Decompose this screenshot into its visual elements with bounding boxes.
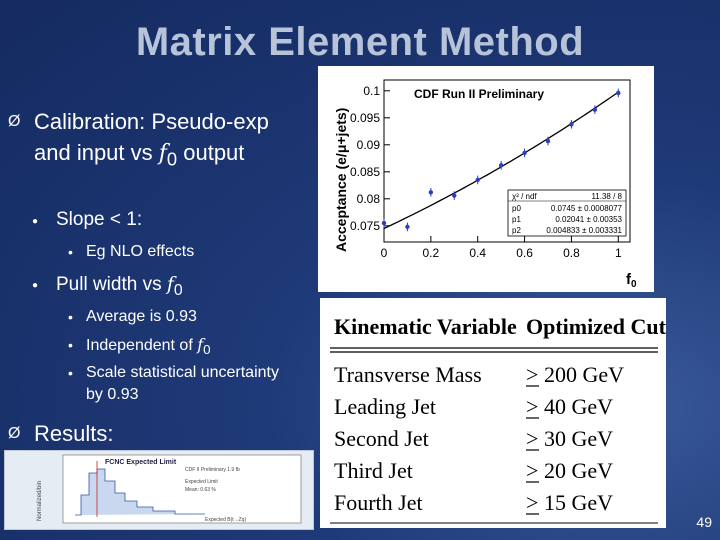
thumb-xlabel: Expected B(t→Zq) — [205, 517, 246, 523]
thumb-legend-a: Expected Limit — [185, 479, 218, 485]
data-point — [569, 122, 574, 127]
calibration-text: Calibration: Pseudo-exp and input vs — [34, 109, 269, 165]
data-point — [381, 220, 387, 226]
y-tick-label: 0.075 — [350, 219, 380, 233]
y-tick-label: 0.08 — [357, 192, 381, 206]
slope-text: Slope < 1: — [56, 209, 143, 230]
fit-label: χ² / ndf — [512, 192, 537, 201]
small-bullet-icon: • — [68, 309, 73, 325]
fit-value: 0.004833 ± 0.003331 — [546, 226, 622, 235]
data-points-group — [381, 88, 621, 232]
x-tick-label: 0.4 — [469, 246, 486, 260]
plot-axes-frame — [383, 79, 631, 243]
y-tick-label: 0.1 — [363, 84, 380, 98]
thumb-subtitle: CDF II Preliminary 1.9 fb — [185, 467, 240, 473]
slide-title: Matrix Element Method — [135, 20, 585, 64]
x-tick-label: 1 — [615, 246, 622, 260]
small-bullet-icon: • — [68, 337, 73, 353]
table-cell-cut: 200 GeV — [544, 362, 624, 387]
greater-equal-icon: > — [526, 362, 538, 387]
table-cell-cut: 30 GeV — [544, 426, 613, 451]
data-point — [475, 177, 480, 183]
table-cell-cut: 20 GeV — [544, 458, 613, 483]
arrow-bullet-icon: Ø — [8, 113, 21, 130]
pull-sub-text: Average is 0.93 — [86, 308, 197, 325]
table-cell-cut: 40 GeV — [544, 394, 613, 419]
y-tick-label: 0.085 — [350, 165, 380, 179]
acceptance-plot: 0 0.2 0.4 0.6 0.8 1 0.075 0.08 0.085 0.09 0.095 0.1… — [318, 66, 654, 292]
thumbnail-svg: FCNC Expected Limit CDF II Preliminary 1… — [37, 454, 302, 524]
plot-title: CDF Run II Preliminary — [414, 87, 544, 101]
fit-value: 0.02041 ± 0.00353 — [555, 215, 622, 224]
data-point — [405, 224, 410, 230]
table-cell-variable: Transverse Mass — [334, 362, 482, 387]
plot-xlabel-sub: 0 — [631, 279, 637, 290]
fit-label: p0 — [512, 204, 521, 213]
f-subscript: 0 — [203, 342, 211, 358]
results-thumbnail: FCNC Expected Limit CDF II Preliminary 1… — [4, 450, 314, 530]
table-cell-variable: Third Jet — [334, 458, 413, 483]
x-tick-label: 0.6 — [516, 246, 533, 260]
plot-ticks: 0 0.2 0.4 0.6 0.8 1 0.075 0.08 0.085 0.09 0.095 0.1 — [350, 84, 622, 260]
data-point — [545, 138, 551, 144]
table-cell-variable: Fourth Jet — [334, 490, 423, 515]
table-cell-variable: Second Jet — [334, 426, 429, 451]
thumb-legend-b: Mean: 0.63 % — [185, 487, 216, 493]
f-subscript: 0 — [166, 148, 178, 170]
fit-value: 11.38 / 8 — [591, 192, 622, 201]
calibration-text-end: output — [183, 140, 245, 165]
data-point — [452, 193, 457, 198]
f-symbol: f — [166, 273, 174, 295]
thumb-ylabel: Normalized/bin — [37, 481, 43, 521]
y-tick-label: 0.095 — [350, 111, 380, 125]
pull-text: Pull width vs — [56, 274, 167, 295]
data-point — [592, 107, 598, 112]
fit-stats-box: χ² / ndf 11.38 / 8 p0 0.0745 ± 0.0008077… — [507, 189, 627, 237]
greater-equal-icon: > — [526, 426, 538, 451]
table-cell-variable: Leading Jet — [334, 394, 436, 419]
small-bullet-icon: • — [68, 244, 73, 260]
table-header-cut: Optimized Cut — [526, 314, 666, 339]
arrow-bullet-icon: Ø — [8, 425, 21, 442]
x-tick-label: 0.8 — [563, 246, 580, 260]
data-point — [428, 190, 434, 195]
data-point — [498, 163, 504, 168]
table-header-variable: Kinematic Variable — [334, 314, 517, 339]
f-symbol: f — [197, 335, 204, 354]
table-rows: Transverse Mass >200 GeV Leading Jet >40 Ge… — [334, 362, 624, 515]
f-symbol: f — [158, 141, 167, 166]
plot-xlabel: f0 — [626, 271, 637, 290]
x-tick-label: 0 — [381, 246, 388, 260]
y-tick-label: 0.09 — [357, 138, 381, 152]
f-subscript: 0 — [173, 281, 183, 299]
pull-sub-text: Scale statistical uncertainty by 0.93 — [86, 364, 279, 403]
cuts-table: Kinematic Variable Optimized Cut Transve… — [320, 298, 667, 528]
thumb-title: FCNC Expected Limit — [105, 459, 177, 466]
dot-bullet-icon: ● — [32, 216, 39, 227]
acceptance-chart-svg: 0 0.2 0.4 0.6 0.8 1 0.075 0.08 0.085 0.09 0.095 0.1… — [333, 79, 637, 290]
small-bullet-icon: • — [68, 365, 73, 381]
data-point — [522, 150, 527, 156]
results-text: Results: — [34, 421, 114, 446]
greater-equal-icon: > — [526, 490, 538, 515]
greater-equal-icon: > — [526, 394, 538, 419]
thumb-histogram — [75, 468, 205, 516]
plot-xlabel-f: f — [626, 271, 632, 288]
cuts-table-svg: Kinematic Variable Optimized Cut Transve… — [330, 314, 667, 524]
fit-label: p2 — [512, 226, 521, 235]
page-number: 49 — [696, 514, 712, 530]
fit-label: p1 — [512, 215, 521, 224]
greater-equal-icon: > — [526, 458, 538, 483]
plot-ylabel: Acceptance (e/μ+jets) — [333, 108, 349, 252]
fit-value: 0.0745 ± 0.0008077 — [551, 204, 623, 213]
x-tick-label: 0.2 — [423, 246, 440, 260]
slope-sub-text: Eg NLO effects — [86, 243, 195, 260]
table-cell-cut: 15 GeV — [544, 490, 613, 515]
pull-sub-text: Independent of — [86, 337, 198, 354]
data-point — [616, 90, 621, 96]
dot-bullet-icon: ● — [32, 280, 39, 291]
plot-frame — [383, 79, 631, 243]
